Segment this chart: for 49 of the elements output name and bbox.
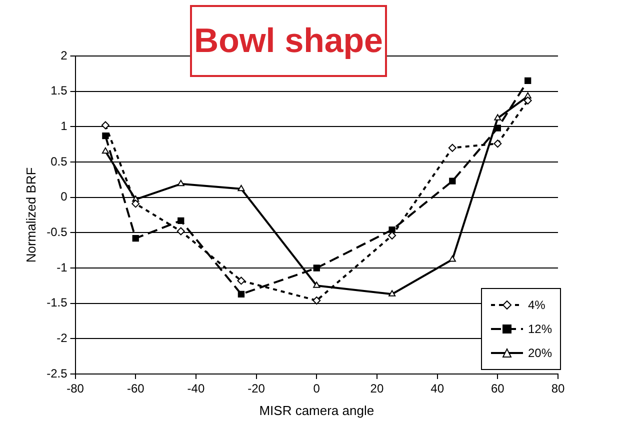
legend-label: 4% bbox=[528, 298, 546, 312]
y-tick-label: 1.5 bbox=[50, 84, 68, 98]
point bbox=[313, 264, 320, 272]
point bbox=[524, 96, 532, 105]
point bbox=[132, 200, 140, 208]
point bbox=[448, 144, 456, 152]
y-axis-title: Normalized BRF bbox=[23, 167, 38, 263]
point bbox=[132, 234, 139, 242]
x-axis-title: MISR camera angle bbox=[259, 402, 374, 418]
x-tick-label: -40 bbox=[187, 382, 205, 396]
x-tick-label: 40 bbox=[430, 382, 444, 396]
y-tick-label: 0 bbox=[60, 190, 68, 204]
point bbox=[102, 147, 109, 154]
x-tick-label: -80 bbox=[66, 382, 84, 396]
point bbox=[177, 180, 184, 186]
point bbox=[449, 178, 456, 184]
point bbox=[237, 276, 246, 285]
point bbox=[238, 184, 245, 192]
y-tick-label: -1 bbox=[56, 260, 68, 274]
y-tick-label: 0.5 bbox=[50, 154, 68, 168]
point bbox=[313, 282, 320, 288]
legend-label: 12% bbox=[528, 322, 552, 336]
point bbox=[388, 290, 396, 296]
y-tick-label: -1.5 bbox=[46, 296, 68, 310]
y-tick-label: -2 bbox=[56, 330, 68, 345]
point bbox=[494, 140, 502, 148]
point bbox=[494, 124, 501, 132]
x-tick-label: 20 bbox=[370, 382, 384, 396]
point bbox=[524, 77, 532, 84]
y-tick-label: 2 bbox=[60, 48, 68, 62]
point bbox=[388, 226, 396, 234]
x-tick-label: 0 bbox=[313, 382, 320, 396]
point bbox=[238, 290, 245, 298]
x-tick-label: 80 bbox=[551, 382, 565, 396]
y-tick-label: -0.5 bbox=[46, 224, 68, 239]
legend-label: 20% bbox=[528, 346, 552, 360]
point bbox=[101, 121, 110, 130]
chart-title: Bowl shape bbox=[190, 5, 387, 77]
point bbox=[494, 114, 502, 120]
x-tick-label: 60 bbox=[490, 382, 505, 396]
point bbox=[178, 217, 184, 224]
point bbox=[176, 227, 185, 236]
x-tick-label: -60 bbox=[126, 382, 145, 396]
y-tick-label: -2.5 bbox=[46, 366, 68, 380]
point bbox=[312, 296, 321, 305]
point bbox=[102, 132, 109, 140]
point bbox=[448, 256, 456, 262]
y-tick-label: 1 bbox=[60, 118, 68, 133]
x-tick-label: -20 bbox=[248, 382, 266, 396]
